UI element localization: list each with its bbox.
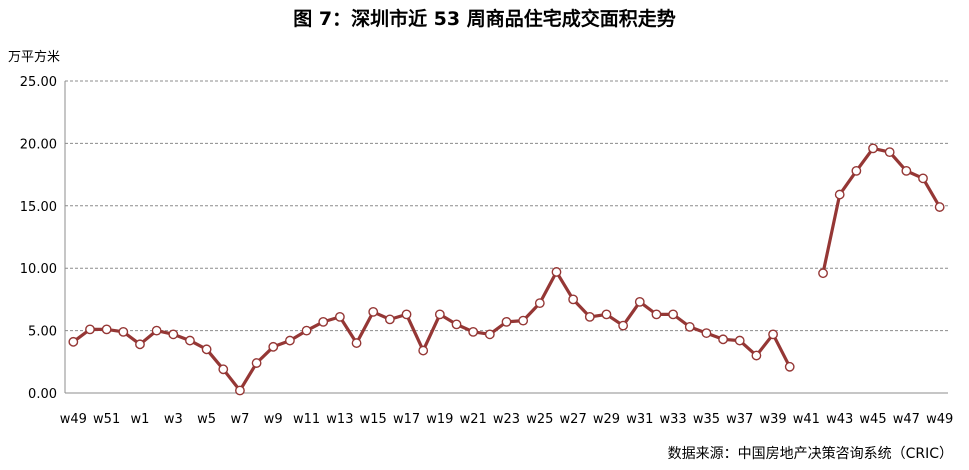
data-point — [601, 309, 612, 320]
chart-title: 图 7：深圳市近 53 周商品住宅成交面积走势 — [293, 8, 676, 30]
data-point — [634, 296, 645, 307]
x-tick-label: w45 — [859, 412, 886, 427]
y-tick-label: 5.00 — [28, 325, 57, 340]
data-point — [251, 358, 262, 368]
y-tick-label: 20.00 — [20, 137, 57, 152]
data-point — [918, 173, 928, 184]
data-point — [684, 321, 695, 332]
x-tick-label: w31 — [626, 412, 653, 427]
x-tick-label: w23 — [493, 412, 520, 427]
data-point — [151, 325, 162, 336]
data-point — [784, 361, 795, 372]
data-point — [451, 319, 462, 330]
data-point — [701, 328, 712, 338]
data-point — [201, 344, 212, 355]
data-point — [185, 335, 195, 346]
data-point — [85, 324, 95, 335]
data-point — [668, 309, 679, 320]
data-point — [501, 316, 512, 327]
data-point — [218, 364, 229, 375]
data-point — [235, 385, 245, 396]
data-point — [851, 165, 862, 176]
data-point — [734, 335, 745, 346]
data-point — [268, 341, 279, 352]
x-tick-label: w49 — [926, 412, 953, 427]
data-point — [468, 326, 479, 337]
data-point — [584, 311, 595, 322]
data-point — [568, 294, 579, 305]
x-tick-label: w41 — [793, 412, 820, 427]
data-point — [101, 324, 112, 335]
x-tick-label: w5 — [197, 412, 216, 427]
data-point — [651, 309, 662, 320]
data-point — [118, 326, 129, 337]
x-tick-label: w39 — [759, 412, 786, 427]
data-source-note: 数据来源：中国房地产决策咨询系统（CRIC） — [667, 446, 953, 462]
data-point — [418, 345, 429, 356]
x-tick-label: w35 — [693, 412, 720, 427]
x-tick-label: w27 — [560, 412, 587, 427]
y-tick-label: 25.00 — [20, 75, 57, 90]
series-line — [821, 146, 942, 274]
data-point — [518, 315, 529, 326]
data-point — [168, 329, 179, 340]
data-point — [135, 339, 145, 350]
data-point — [401, 309, 412, 320]
x-tick-label: w37 — [726, 412, 753, 427]
data-point — [68, 336, 79, 347]
series-line — [72, 270, 792, 393]
data-point — [334, 311, 345, 322]
data-point — [434, 309, 445, 320]
x-tick-label: w29 — [593, 412, 620, 427]
data-point — [934, 202, 945, 212]
data-point — [534, 298, 545, 309]
data-point — [884, 147, 895, 158]
x-tick-label: w15 — [360, 412, 387, 427]
y-axis-unit-label: 万平方米 — [8, 50, 61, 65]
data-point — [901, 165, 912, 176]
x-tick-label: w13 — [326, 412, 353, 427]
x-tick-label: w9 — [264, 412, 283, 427]
x-tick-label: w19 — [426, 412, 453, 427]
x-tick-label: w1 — [131, 412, 150, 427]
y-tick-label: 10.00 — [20, 262, 57, 277]
data-point — [551, 267, 562, 277]
y-tick-label: 15.00 — [20, 200, 57, 215]
data-point — [618, 320, 629, 331]
data-point — [768, 329, 778, 340]
data-point — [718, 334, 728, 345]
x-tick-label: w51 — [93, 412, 120, 427]
data-point — [368, 306, 379, 317]
data-point — [301, 325, 312, 336]
data-point — [834, 189, 845, 200]
x-tick-label: w21 — [460, 412, 487, 427]
x-tick-label: w49 — [60, 412, 87, 427]
x-tick-label: w33 — [660, 412, 687, 427]
x-tick-label: w17 — [393, 412, 420, 427]
data-point — [318, 316, 329, 327]
data-point — [868, 143, 878, 154]
data-point — [351, 338, 362, 348]
y-tick-label: 0.00 — [28, 387, 57, 402]
data-point — [285, 335, 295, 346]
x-tick-label: w47 — [893, 412, 920, 427]
data-point — [818, 268, 828, 279]
data-point — [384, 314, 395, 325]
data-point — [751, 350, 762, 361]
x-tick-label: w7 — [230, 412, 249, 427]
data-point — [484, 329, 495, 340]
x-tick-label: w25 — [526, 412, 553, 427]
x-tick-label: w3 — [164, 412, 183, 427]
x-tick-label: w11 — [293, 412, 320, 427]
x-tick-label: w43 — [826, 412, 853, 427]
